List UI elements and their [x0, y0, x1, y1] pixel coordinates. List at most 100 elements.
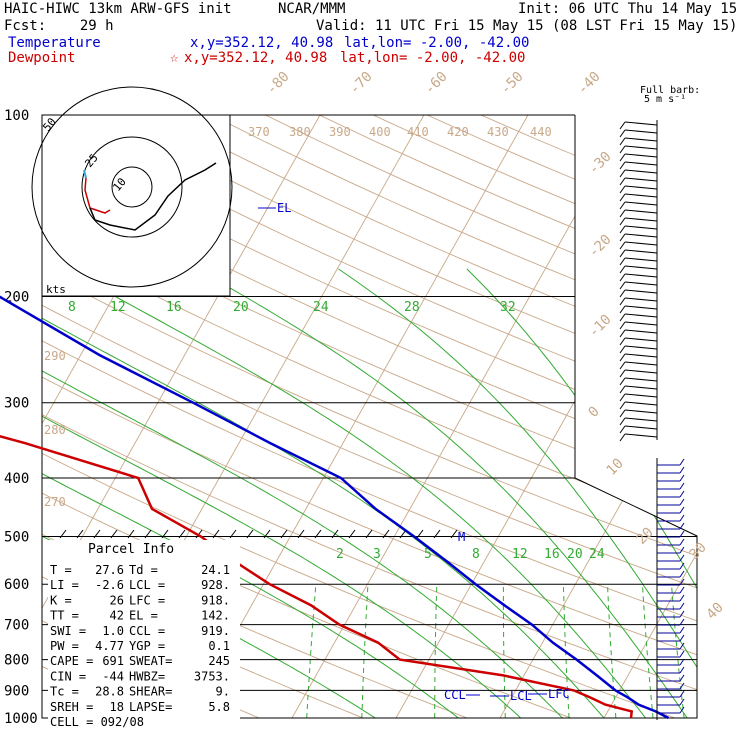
parcel-info-cell: 26: [110, 593, 124, 607]
hodograph-trace: [89, 162, 217, 231]
hatch-mark: [178, 529, 186, 539]
wind-barb-flag: [679, 490, 685, 498]
parcel-info-cell: 919.: [201, 624, 230, 638]
wind-barb-flag: [619, 297, 626, 306]
wind-barb-flag: [619, 209, 626, 218]
moist-adiabat-line: [64, 268, 646, 718]
isotherm-label: -40: [575, 69, 604, 98]
wind-barb: [624, 145, 658, 150]
parcel-info-cell: 28.8: [95, 685, 124, 699]
wind-barb-flag: [619, 241, 626, 250]
wind-barb-flag: [619, 401, 626, 410]
isotherm-label: 30: [687, 540, 710, 563]
wind-barb-flag: [619, 233, 626, 242]
dry-adiabat-line: [42, 115, 697, 718]
hatch-mark: [314, 529, 322, 539]
parcel-info-title: Parcel Info: [88, 542, 174, 557]
wind-barb-column: [619, 120, 685, 720]
hodograph-ring: [81, 136, 183, 238]
parcel-info-cell: LFC =: [129, 593, 165, 607]
hatch-mark: [93, 529, 101, 539]
wind-barb-flag: [619, 313, 626, 322]
wind-barb: [624, 209, 658, 214]
moist-adiabat-line: [196, 268, 688, 718]
parcel-info-cell: CAPE =: [50, 654, 93, 668]
plot-area: [42, 115, 740, 718]
wind-barb: [624, 169, 658, 174]
parcel-info-cell: T =: [50, 563, 72, 577]
wind-barb-flag: [679, 578, 685, 586]
hatch-mark: [110, 529, 118, 539]
dry-adiabat-line: [265, 115, 697, 718]
wind-barb: [624, 217, 658, 222]
parcel-info-cell: 5.8: [208, 700, 230, 714]
isotherm-line: [708, 115, 740, 718]
mixing-ratio-label: 16: [166, 300, 182, 315]
lcl-label: LCL: [510, 689, 532, 703]
wind-barb-flag: [679, 546, 685, 554]
pressure-tick-label: 500: [4, 529, 29, 545]
wind-barb: [624, 417, 658, 422]
wind-barb: [624, 385, 658, 390]
wind-barb: [624, 201, 658, 206]
hatch-mark: [382, 529, 390, 539]
wind-barb-flag: [619, 393, 626, 402]
parcel-info-cell: 27.6: [95, 563, 124, 577]
wind-barb-flag: [619, 329, 626, 338]
dry-adiabat-line: [42, 115, 697, 718]
pressure-tick-label: 800: [4, 653, 29, 669]
wind-barb-flag: [619, 321, 626, 330]
parcel-info-cell: YGP =: [129, 639, 165, 653]
wind-barb-flag: [619, 121, 626, 130]
isotherm-label: -70: [347, 69, 376, 98]
wind-barb-flag: [619, 417, 626, 426]
wind-barb-flag: [619, 145, 626, 154]
hodograph-frame: [41, 114, 231, 297]
wind-barb: [624, 297, 658, 302]
dewpoint-legend-star-icon: ☆: [170, 50, 179, 66]
parcel-info-cell: 42: [110, 609, 124, 623]
mixing-ratio-label: 8: [472, 547, 480, 562]
hatch-mark: [144, 529, 152, 539]
wind-barb-flag: [679, 610, 685, 618]
dry-adiabat-line: [42, 115, 697, 718]
pressure-tick-label: 100: [4, 108, 29, 124]
wind-barb-flag: [679, 650, 685, 658]
parcel-info-cell: -2.6: [95, 578, 124, 592]
wind-barb: [624, 225, 658, 230]
parcel-info-box: Parcel Info T = 27.6 Td = 24.1 LI = -2.6 LCL = 9…: [48, 540, 240, 729]
wind-barb-flag: [619, 257, 626, 266]
wind-barb-flag: [679, 458, 685, 466]
mixing-ratio-label: 12: [512, 547, 528, 562]
dry-adiabat-line: [42, 115, 697, 718]
hatch-mark: [59, 529, 67, 539]
parcel-info-cell: CELL = 092/08: [50, 715, 144, 729]
wind-barb-flag: [679, 570, 685, 578]
hatch-mark: [280, 529, 288, 539]
parcel-info-cell: 9.: [216, 685, 230, 699]
wind-barb-flag: [679, 474, 685, 482]
hatch-mark: [450, 529, 458, 539]
wind-barb-flag: [619, 377, 626, 386]
isotherm-label: 10: [604, 456, 627, 479]
wind-barb: [624, 241, 658, 246]
dry-adiabat-line: [373, 115, 697, 718]
wind-barb-flag: [619, 249, 626, 258]
wind-barb: [624, 369, 658, 374]
valid-time: Valid: 11 UTC Fri 15 May 15 (08 LST Fri …: [316, 18, 738, 34]
moist-adiabat-line: [42, 268, 459, 718]
model-title: HAIC-HIWC 13km ARW-GFS init: [4, 1, 232, 17]
parcel-info-cell: SREH =: [50, 700, 93, 714]
parcel-info-cell: CCL =: [129, 624, 165, 638]
hatch-mark: [212, 529, 220, 539]
parcel-info-cell: K =: [50, 593, 72, 607]
hodograph-unit-label: kts: [46, 283, 66, 296]
barb-unit: 5 m s⁻¹: [644, 94, 687, 105]
wind-barb-flag: [679, 586, 685, 594]
isotherm-label: 20: [634, 525, 657, 548]
wind-barb-flag: [619, 337, 626, 346]
hatch-mark: [161, 529, 169, 539]
theta-label: 420: [447, 125, 469, 139]
hatch-mark: [263, 529, 271, 539]
hatch-mark: [416, 529, 424, 539]
